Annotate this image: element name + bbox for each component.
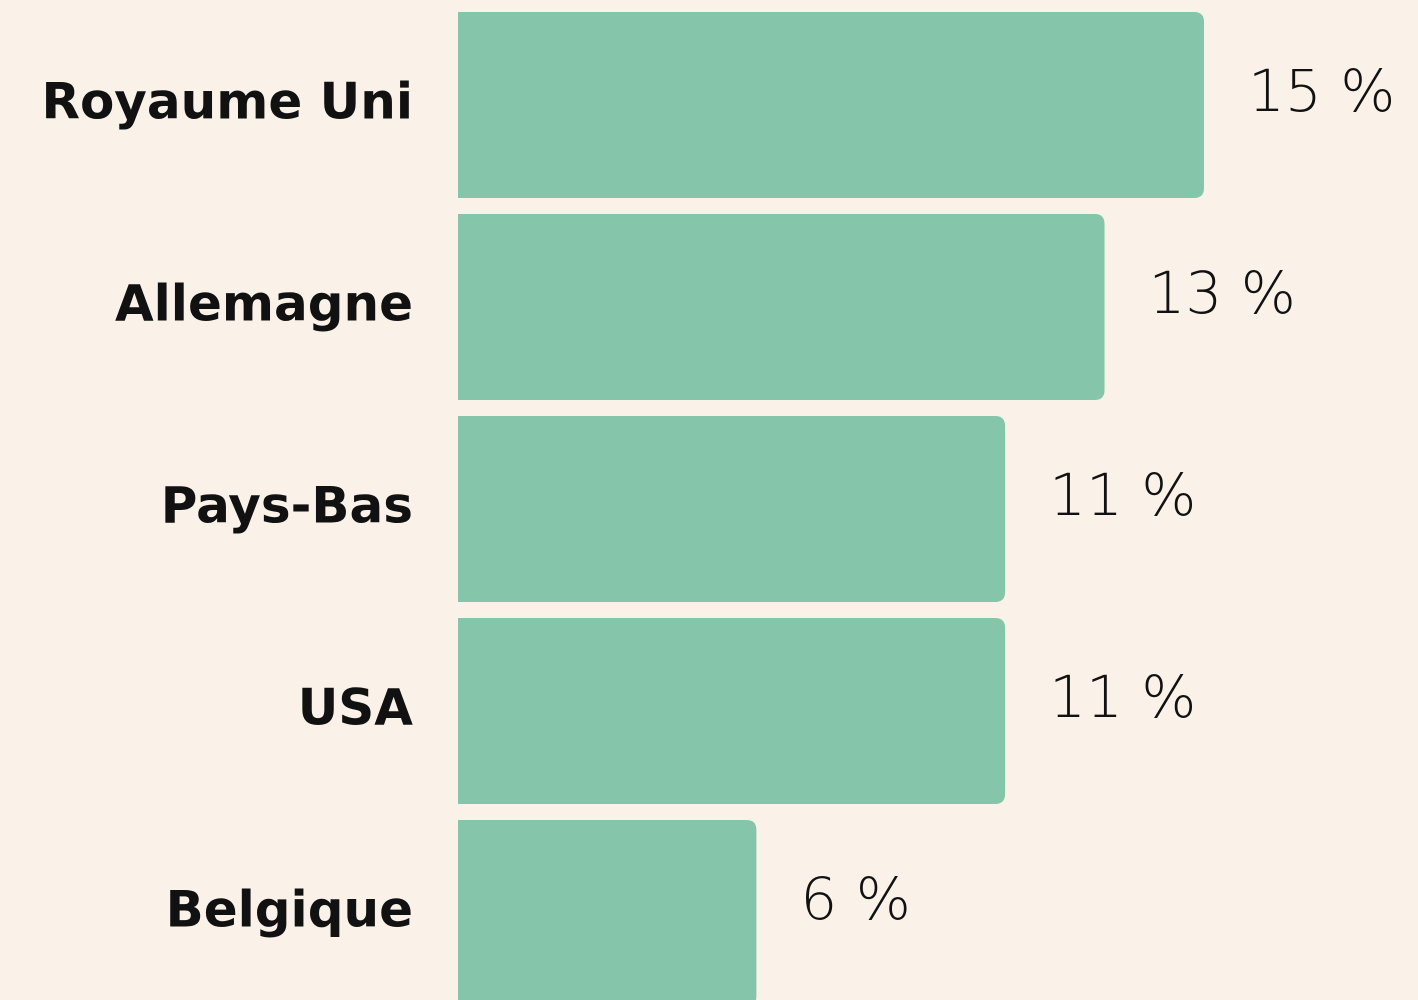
category-label: Royaume Uni bbox=[41, 73, 413, 131]
bar bbox=[458, 618, 1006, 804]
bar bbox=[458, 416, 1006, 602]
value-label: 11 % bbox=[1049, 461, 1196, 529]
category-label: USA bbox=[298, 679, 414, 737]
category-label: Allemagne bbox=[115, 275, 413, 333]
bar bbox=[458, 214, 1105, 400]
bar bbox=[458, 820, 757, 1000]
category-label: Pays-Bas bbox=[161, 477, 413, 535]
value-label: 6 % bbox=[800, 865, 910, 933]
value-label: 13 % bbox=[1149, 259, 1296, 327]
category-label: Belgique bbox=[166, 881, 413, 939]
value-label: 15 % bbox=[1248, 57, 1395, 125]
bar bbox=[458, 12, 1204, 198]
value-label: 11 % bbox=[1049, 663, 1196, 731]
